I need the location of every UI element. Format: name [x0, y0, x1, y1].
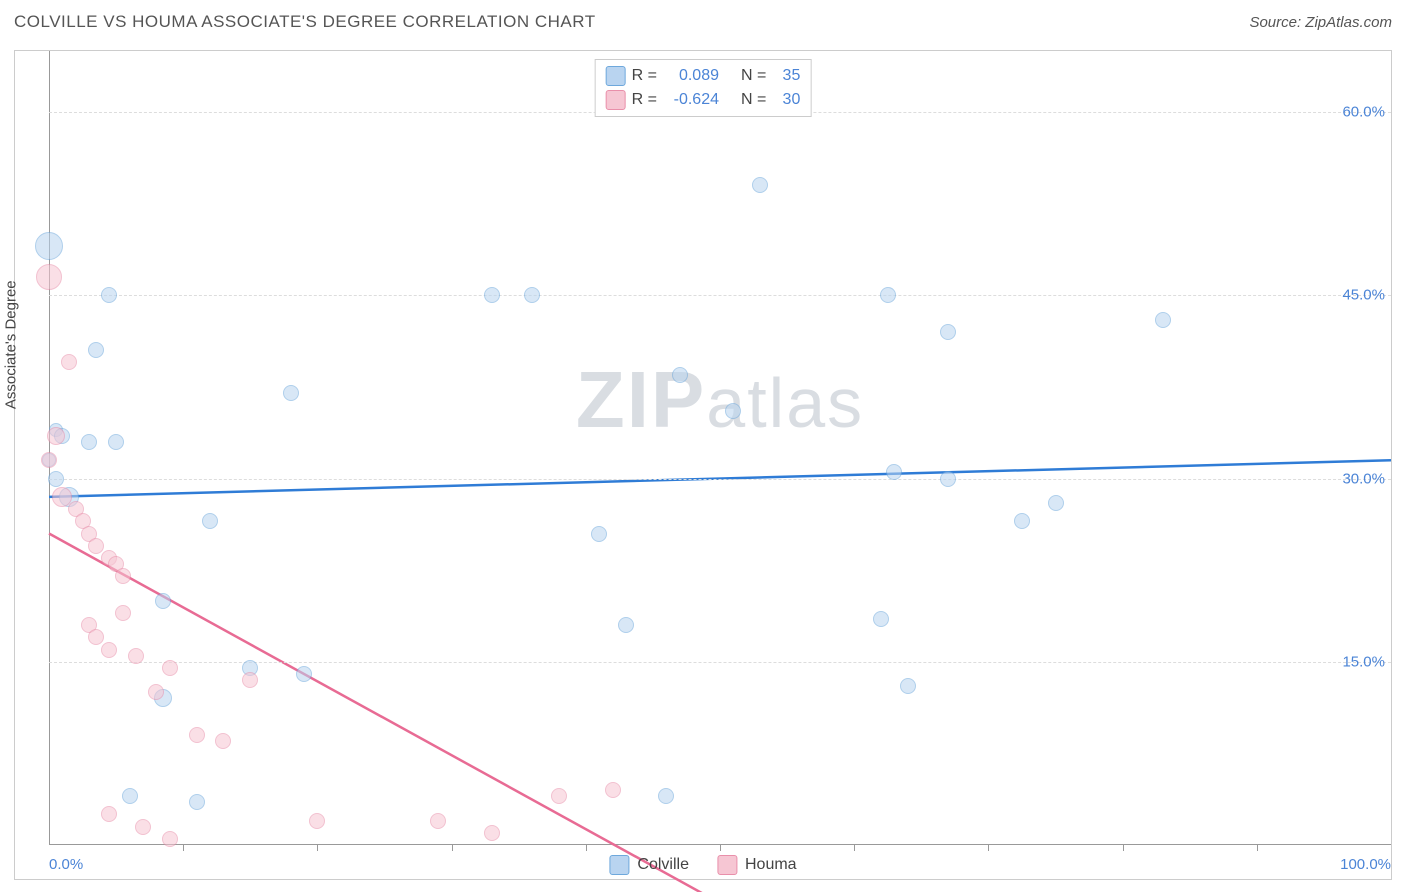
- data-point: [658, 788, 674, 804]
- data-point: [605, 782, 621, 798]
- trend-lines: [49, 51, 1391, 845]
- data-point: [61, 354, 77, 370]
- data-point: [189, 794, 205, 810]
- data-point: [283, 385, 299, 401]
- data-point: [115, 568, 131, 584]
- data-point: [484, 287, 500, 303]
- legend-row: R = -0.624 N = 30: [606, 88, 801, 112]
- data-point: [940, 324, 956, 340]
- data-point: [88, 629, 104, 645]
- data-point: [47, 427, 65, 445]
- x-tick: [317, 845, 318, 851]
- y-tick-label: 45.0%: [1342, 287, 1385, 304]
- data-point: [36, 264, 62, 290]
- r-label: R =: [632, 91, 657, 109]
- data-point: [242, 672, 258, 688]
- plot-area: Associate's Degree ZIPatlas 15.0%30.0%45…: [14, 50, 1392, 880]
- data-point: [309, 813, 325, 829]
- y-tick-label: 60.0%: [1342, 104, 1385, 121]
- n-value: 35: [772, 67, 800, 85]
- data-point: [189, 727, 205, 743]
- y-axis-label: Associate's Degree: [3, 280, 20, 409]
- x-tick: [452, 845, 453, 851]
- chart-inner: ZIPatlas 15.0%30.0%45.0%60.0%0.0%100.0%: [49, 51, 1391, 845]
- gridline-h: [49, 479, 1391, 480]
- r-label: R =: [632, 67, 657, 85]
- data-point: [886, 464, 902, 480]
- data-point: [591, 526, 607, 542]
- data-point: [484, 825, 500, 841]
- data-point: [551, 788, 567, 804]
- x-tick: [988, 845, 989, 851]
- data-point: [1155, 312, 1171, 328]
- data-point: [1048, 495, 1064, 511]
- data-point: [162, 831, 178, 847]
- data-point: [430, 813, 446, 829]
- x-tick: [854, 845, 855, 851]
- data-point: [135, 819, 151, 835]
- data-point: [101, 287, 117, 303]
- x-tick-label-min: 0.0%: [49, 856, 83, 873]
- data-point: [524, 287, 540, 303]
- legend-label: Houma: [745, 856, 797, 874]
- correlation-legend: R = 0.089 N = 35 R = -0.624 N = 30: [595, 59, 812, 117]
- data-point: [128, 648, 144, 664]
- n-label: N =: [741, 67, 766, 85]
- series-legend: Colville Houma: [609, 855, 796, 875]
- data-point: [752, 177, 768, 193]
- n-value: 30: [772, 91, 800, 109]
- data-point: [202, 513, 218, 529]
- data-point: [101, 806, 117, 822]
- source-label: Source: ZipAtlas.com: [1249, 14, 1392, 31]
- data-point: [296, 666, 312, 682]
- data-point: [900, 678, 916, 694]
- data-point: [48, 471, 64, 487]
- data-point: [1014, 513, 1030, 529]
- title-bar: COLVILLE VS HOUMA ASSOCIATE'S DEGREE COR…: [14, 12, 1392, 42]
- data-point: [81, 434, 97, 450]
- data-point: [35, 232, 63, 260]
- data-point: [940, 471, 956, 487]
- legend-row: R = 0.089 N = 35: [606, 64, 801, 88]
- data-point: [162, 660, 178, 676]
- x-tick: [586, 845, 587, 851]
- r-value: 0.089: [663, 67, 719, 85]
- x-tick: [720, 845, 721, 851]
- data-point: [115, 605, 131, 621]
- gridline-h: [49, 295, 1391, 296]
- data-point: [873, 611, 889, 627]
- n-label: N =: [741, 91, 766, 109]
- chart-title: COLVILLE VS HOUMA ASSOCIATE'S DEGREE COR…: [14, 12, 596, 31]
- y-tick-label: 15.0%: [1342, 653, 1385, 670]
- data-point: [88, 342, 104, 358]
- data-point: [672, 367, 688, 383]
- data-point: [880, 287, 896, 303]
- data-point: [725, 403, 741, 419]
- legend-swatch: [717, 855, 737, 875]
- legend-label: Colville: [637, 856, 689, 874]
- data-point: [215, 733, 231, 749]
- data-point: [148, 684, 164, 700]
- x-tick-label-max: 100.0%: [1340, 856, 1391, 873]
- data-point: [108, 434, 124, 450]
- x-tick: [1123, 845, 1124, 851]
- data-point: [88, 538, 104, 554]
- legend-swatch: [606, 90, 626, 110]
- x-tick: [1257, 845, 1258, 851]
- legend-item: Colville: [609, 855, 689, 875]
- y-tick-label: 30.0%: [1342, 470, 1385, 487]
- x-tick: [183, 845, 184, 851]
- legend-swatch: [609, 855, 629, 875]
- data-point: [155, 593, 171, 609]
- trend-line: [49, 534, 1391, 892]
- data-point: [618, 617, 634, 633]
- legend-item: Houma: [717, 855, 797, 875]
- data-point: [122, 788, 138, 804]
- data-point: [41, 452, 57, 468]
- legend-swatch: [606, 66, 626, 86]
- chart-container: COLVILLE VS HOUMA ASSOCIATE'S DEGREE COR…: [0, 0, 1406, 892]
- r-value: -0.624: [663, 91, 719, 109]
- data-point: [101, 642, 117, 658]
